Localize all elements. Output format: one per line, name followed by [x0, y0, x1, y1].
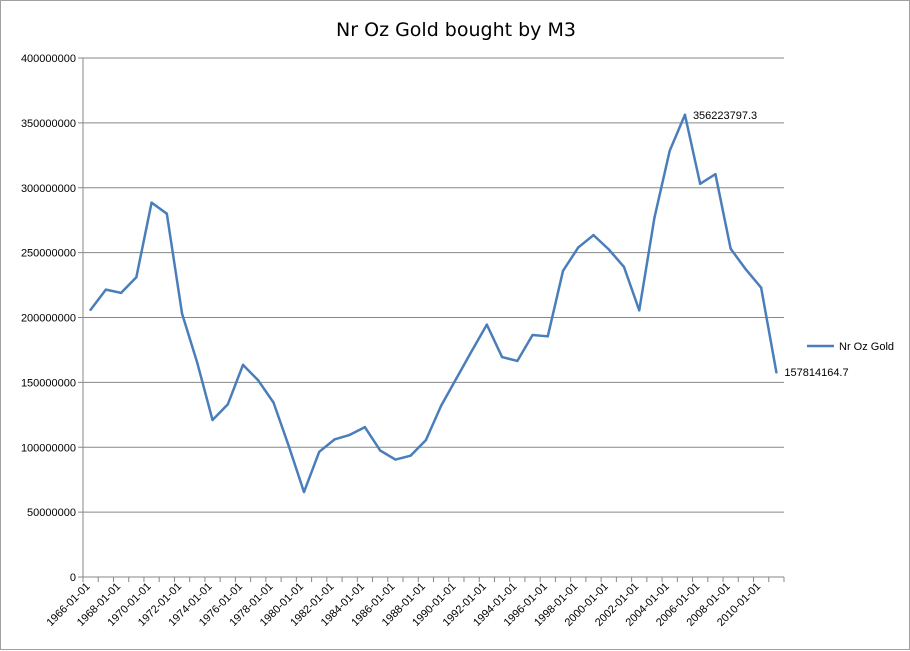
data-point	[683, 113, 687, 116]
data-point	[196, 361, 199, 365]
series-layer	[89, 113, 778, 494]
legend: Nr Oz Gold	[807, 341, 894, 353]
data-point	[378, 449, 382, 452]
gridlines	[83, 57, 784, 513]
data-point	[302, 490, 306, 494]
data-label: 157814164.7	[784, 367, 848, 379]
data-point	[165, 212, 169, 215]
data-point	[744, 268, 748, 271]
data-point	[287, 444, 290, 448]
data-point	[698, 182, 702, 186]
data-point	[272, 401, 275, 404]
y-tick-label: 250000000	[21, 248, 76, 260]
axes: 0 50000000 100000000 150000000 200000000 2500…	[21, 53, 785, 629]
data-point	[119, 291, 123, 295]
data-point	[653, 216, 656, 219]
data-point	[363, 425, 367, 429]
data-point	[104, 288, 108, 291]
data-point	[607, 248, 610, 251]
data-point	[226, 403, 229, 406]
data-point	[135, 276, 138, 279]
y-tick-label: 350000000	[21, 118, 76, 130]
data-point	[439, 404, 443, 407]
data-point	[500, 355, 504, 359]
y-tick-label: 100000000	[21, 442, 76, 454]
data-point	[409, 454, 412, 457]
data-point	[516, 359, 519, 363]
y-tick-label: 150000000	[21, 377, 76, 389]
y-tick-label: 200000000	[21, 313, 76, 325]
data-point	[668, 149, 671, 152]
data-point	[394, 458, 397, 461]
data-point	[180, 312, 184, 315]
data-point	[318, 450, 321, 453]
data-point	[729, 247, 732, 250]
y-tick-label: 400000000	[21, 53, 76, 65]
data-point	[424, 438, 428, 442]
data-point	[455, 377, 458, 380]
data-point	[89, 308, 92, 311]
y-tick-label: 300000000	[21, 183, 76, 195]
y-tick-label: 50000000	[27, 507, 76, 519]
series-line-nr-oz-gold	[89, 113, 778, 494]
legend-label: Nr Oz Gold	[839, 341, 894, 353]
data-point	[561, 269, 565, 272]
data-point	[638, 309, 641, 312]
data-point	[257, 379, 260, 382]
data-point	[775, 371, 778, 374]
data-point	[150, 201, 153, 204]
data-point	[470, 350, 473, 353]
data-point	[348, 433, 351, 437]
data-point	[211, 418, 214, 422]
data-point	[759, 286, 763, 289]
data-point	[714, 172, 717, 176]
data-point	[592, 233, 595, 237]
data-labels: 356223797.3 157814164.7	[693, 110, 849, 379]
y-tick-label: 0	[70, 572, 76, 584]
data-point	[485, 323, 489, 326]
data-point	[546, 335, 549, 338]
chart-title: Nr Oz Gold bought by M3	[336, 19, 576, 41]
data-label: 356223797.3	[693, 110, 757, 122]
data-point	[622, 265, 626, 269]
data-point	[577, 246, 580, 249]
data-point	[241, 363, 245, 367]
data-point	[333, 438, 336, 441]
data-point	[531, 333, 534, 337]
